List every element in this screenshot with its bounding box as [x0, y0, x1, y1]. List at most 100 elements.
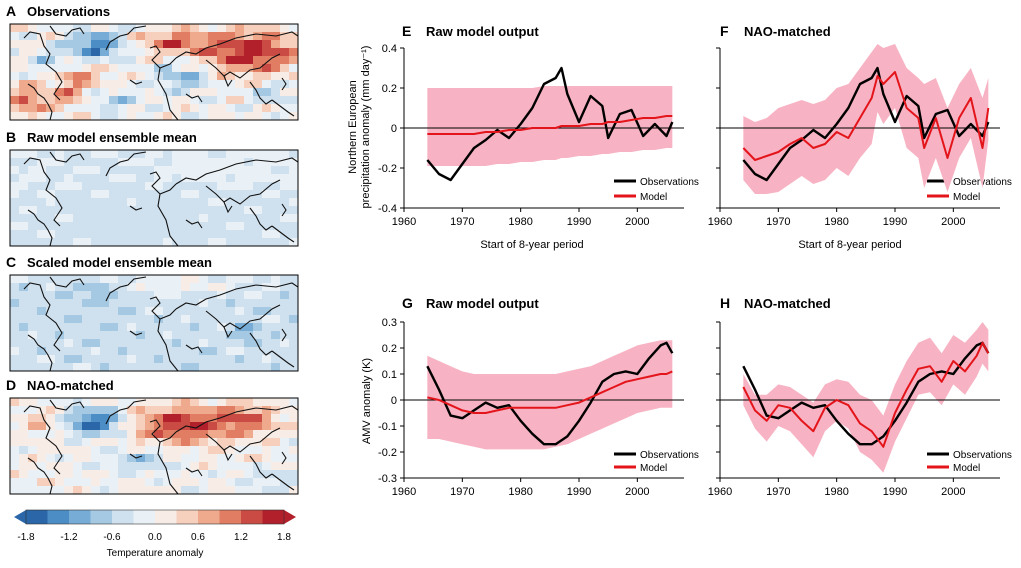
map-cell — [226, 339, 236, 348]
map-cell — [118, 230, 128, 239]
map-cell — [172, 315, 182, 324]
map-cell — [19, 406, 29, 415]
map-cell — [145, 275, 155, 284]
map-cell — [10, 112, 20, 120]
map-cell — [235, 398, 245, 407]
map-cell — [73, 446, 83, 455]
map-cell — [181, 355, 191, 364]
map-cell — [73, 283, 83, 292]
map-cell — [109, 414, 119, 423]
map-cell — [280, 158, 290, 167]
map-cell — [73, 238, 83, 246]
map-cell — [244, 339, 254, 348]
map-cell — [226, 80, 236, 89]
map-cell — [64, 275, 74, 284]
map-cell — [154, 275, 164, 284]
map-cell — [172, 182, 182, 191]
map-cell — [145, 291, 155, 300]
map-cell — [190, 291, 200, 300]
map-cell — [64, 470, 74, 479]
colorbar-tick: 1.8 — [277, 532, 291, 543]
map-cell — [46, 206, 56, 215]
map-cell — [271, 462, 281, 471]
map-cell — [28, 331, 38, 340]
map-cell — [244, 238, 254, 246]
map-cell — [100, 331, 110, 340]
map-cell — [217, 422, 227, 431]
panel-g-legend-obs: Observations — [640, 450, 699, 461]
map-coastline — [129, 205, 143, 211]
map-cell — [127, 347, 137, 356]
map-cell — [73, 414, 83, 423]
map-cell — [271, 470, 281, 479]
map-cell — [19, 214, 29, 223]
map-coastline — [185, 219, 203, 229]
map-cell — [163, 323, 173, 332]
colorbar-tick: -0.6 — [103, 532, 121, 543]
map-cell — [82, 462, 92, 471]
map-cell — [190, 446, 200, 455]
map-cell — [109, 331, 119, 340]
map-cell — [289, 24, 298, 33]
map-cell — [280, 96, 290, 105]
map-cell — [280, 414, 290, 423]
map-cell — [262, 339, 272, 348]
map-cell — [136, 72, 146, 81]
map-coastline — [205, 427, 281, 453]
map-cell — [19, 222, 29, 231]
map-cell — [127, 363, 137, 371]
map-cell — [127, 438, 137, 447]
map-cell — [109, 166, 119, 175]
map-cell — [91, 462, 101, 471]
map-cell — [226, 96, 236, 105]
map-cell — [118, 355, 128, 364]
map-cell — [91, 112, 101, 120]
map-cell — [244, 470, 254, 479]
map-cell — [73, 454, 83, 463]
map-cell — [208, 222, 218, 231]
map-cell — [145, 24, 155, 33]
map-cell — [28, 190, 38, 199]
map-cell — [208, 398, 218, 407]
map-cell — [181, 222, 191, 231]
map-cell — [163, 56, 173, 65]
map-cell — [37, 422, 47, 431]
map-cell — [208, 307, 218, 316]
map-cell — [118, 323, 128, 332]
map-cell — [235, 230, 245, 239]
map-cell — [19, 398, 29, 407]
map-cell — [271, 486, 281, 494]
map-cell — [226, 24, 236, 33]
map-cell — [127, 88, 137, 97]
map-coastline — [23, 405, 63, 475]
map-cell — [28, 339, 38, 348]
map-cell — [64, 96, 74, 105]
map-cell — [73, 355, 83, 364]
map-cell — [289, 40, 298, 49]
map-cell — [217, 166, 227, 175]
map-cell — [217, 198, 227, 207]
map-cell — [19, 182, 29, 191]
map-cell — [91, 355, 101, 364]
map-cell — [118, 40, 128, 49]
map-cell — [73, 363, 83, 371]
colorbar-tick: -1.8 — [17, 532, 35, 543]
map-cell — [154, 430, 164, 439]
map-cell — [46, 406, 56, 415]
map-cell — [55, 307, 65, 316]
map-cell — [208, 150, 218, 159]
map-cell — [253, 174, 263, 183]
map-cell — [28, 238, 38, 246]
map-cell — [244, 40, 254, 49]
map-cell — [64, 166, 74, 175]
map-cell — [280, 299, 290, 308]
map-cell — [64, 56, 74, 65]
map-cell — [217, 299, 227, 308]
map-cell — [145, 339, 155, 348]
map-cell — [208, 96, 218, 105]
map-cell — [280, 398, 290, 407]
map-cell — [91, 80, 101, 89]
map-cell — [127, 478, 137, 487]
map-cell — [82, 323, 92, 332]
map-a-letter: A — [6, 3, 16, 19]
